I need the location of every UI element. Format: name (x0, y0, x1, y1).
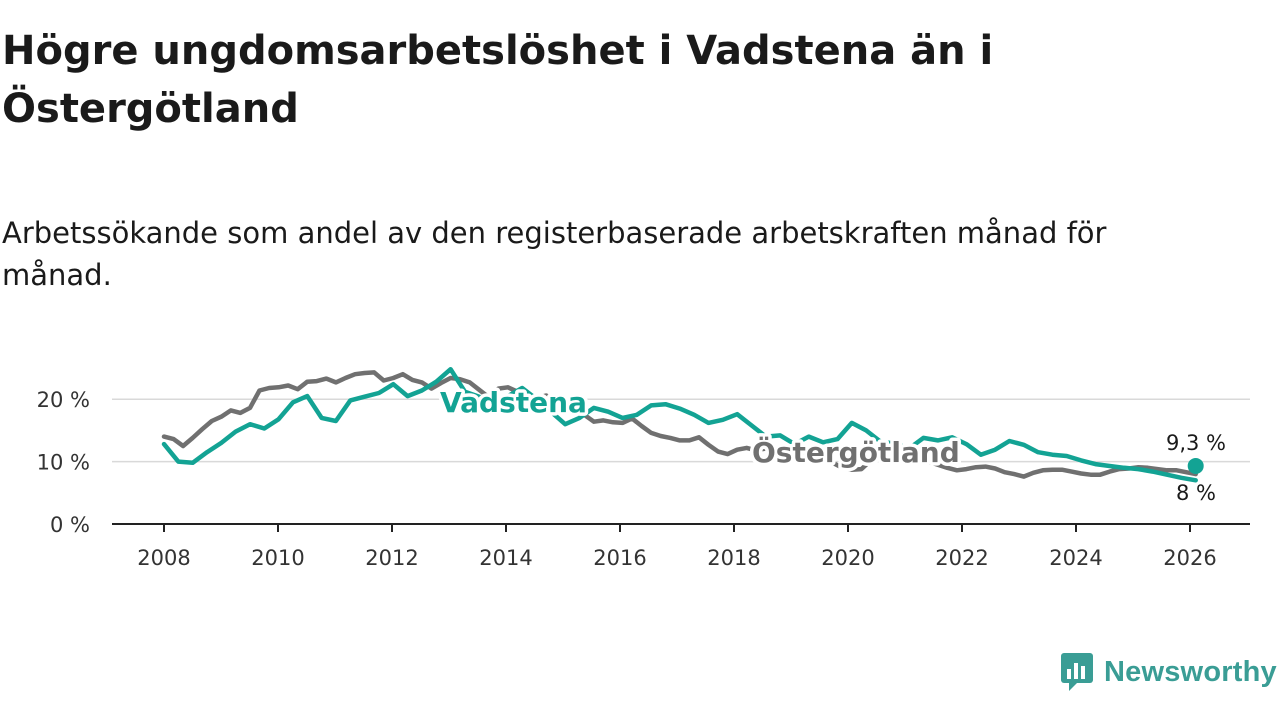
series-label-vadstena: Vadstena (440, 386, 587, 419)
series-lines (161, 366, 1204, 483)
x-tick-label: 2026 (1163, 546, 1216, 570)
x-tick-label: 2016 (593, 546, 646, 570)
x-tick-label: 2010 (251, 546, 304, 570)
x-tick-label: 2024 (1049, 546, 1102, 570)
x-tick-label: 2014 (479, 546, 532, 570)
newsworthy-logo-icon (1061, 653, 1093, 691)
series-label-ostergotland: Östergötland (752, 435, 960, 469)
series-labels: Vadstena Östergötland 9,3 % 8 % (437, 383, 1229, 508)
newsworthy-logo: Newsworthy (1060, 652, 1277, 692)
series-line-ostergotland (161, 370, 1198, 479)
series-end-marker-vadstena (1187, 457, 1204, 474)
end-label-ostergotland: 8 % (1176, 481, 1216, 505)
end-label-vadstena: 9,3 % (1166, 431, 1226, 455)
y-tick-label: 10 % (37, 451, 90, 475)
chart-subtitle: Arbetssökande som andel av den registerb… (2, 216, 1107, 292)
series-line-vadstena (161, 366, 1198, 483)
x-tick-label: 2008 (137, 546, 190, 570)
x-tick-label: 2020 (821, 546, 874, 570)
y-tick-label: 20 % (37, 388, 90, 412)
x-tick-label: 2018 (707, 546, 760, 570)
x-tick-label: 2012 (365, 546, 418, 570)
x-tick-label: 2022 (935, 546, 988, 570)
axes: 0 % 10 % 20 % 2008 2010 2012 2014 2016 2018 2020 2… (37, 388, 1250, 570)
newsworthy-wordmark: Newsworthy (1104, 655, 1277, 688)
chart-title: Högre ungdomsarbetslöshet i Vadstena än … (2, 28, 994, 132)
y-tick-label: 0 % (50, 513, 90, 537)
